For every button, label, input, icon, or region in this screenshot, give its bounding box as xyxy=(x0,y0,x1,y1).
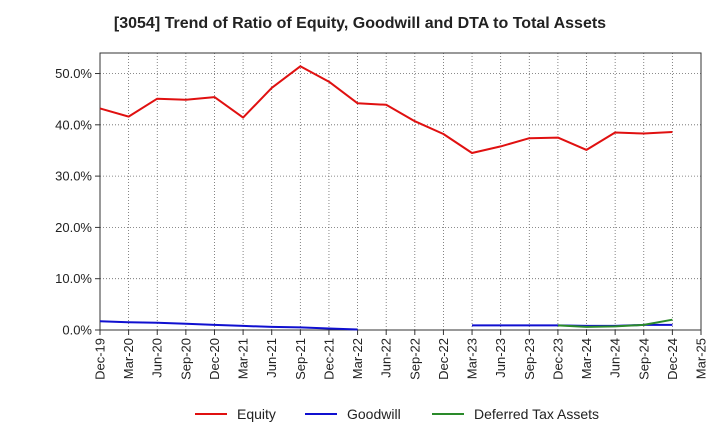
x-tick-label: Dec-22 xyxy=(436,338,451,380)
x-tick-label: Sep-20 xyxy=(178,338,193,380)
y-tick-label: 40.0% xyxy=(55,117,92,132)
y-tick-label: 50.0% xyxy=(55,66,92,81)
x-tick-label: Mar-23 xyxy=(465,338,480,379)
y-tick-label: 0.0% xyxy=(62,323,92,338)
x-tick-label: Dec-21 xyxy=(321,338,336,380)
x-tick-label: Dec-20 xyxy=(207,338,222,380)
x-tick-label: Dec-23 xyxy=(550,338,565,380)
deferred-tax-assets-line xyxy=(557,318,673,328)
equity-line xyxy=(99,65,673,154)
x-tick-label: Jun-23 xyxy=(493,338,508,378)
goodwill-line xyxy=(99,320,358,331)
y-tick-label: 10.0% xyxy=(55,271,92,286)
y-tick-label: 20.0% xyxy=(55,220,92,235)
x-tick-label: Sep-23 xyxy=(522,338,537,380)
x-tick-label: Mar-25 xyxy=(694,338,709,379)
x-tick-label: Jun-22 xyxy=(379,338,394,378)
legend-label-goodwill: Goodwill xyxy=(347,406,401,422)
x-tick-label: Sep-21 xyxy=(293,338,308,380)
y-tick-label: 30.0% xyxy=(55,169,92,184)
x-tick-label: Mar-21 xyxy=(236,338,251,379)
chart-title: [3054] Trend of Ratio of Equity, Goodwil… xyxy=(113,15,607,32)
plot-frame xyxy=(99,52,702,331)
x-tick-label: Mar-22 xyxy=(350,338,365,379)
x-tick-label: Mar-24 xyxy=(579,338,594,379)
x-tick-label: Mar-20 xyxy=(121,338,136,379)
x-tick-label: Dec-19 xyxy=(93,338,108,380)
x-tick-label: Sep-22 xyxy=(407,338,422,380)
legend-label-equity: Equity xyxy=(237,406,276,422)
x-tick-label: Jun-24 xyxy=(608,338,623,378)
x-tick-label: Sep-24 xyxy=(636,338,651,380)
x-tick-label: Dec-24 xyxy=(665,338,680,380)
legend-label-deferred-tax-assets: Deferred Tax Assets xyxy=(474,406,599,422)
x-tick-label: Jun-20 xyxy=(150,338,165,378)
x-tick-label: Jun-21 xyxy=(264,338,279,378)
